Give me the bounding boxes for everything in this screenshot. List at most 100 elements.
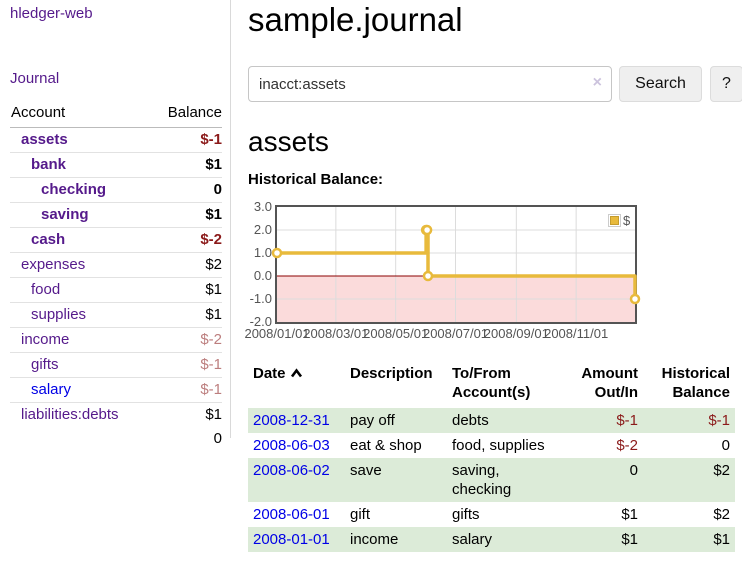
sidebar-item-journal[interactable]: Journal	[10, 70, 60, 87]
account-link-assets[interactable]: assets	[21, 131, 68, 148]
column-header-description: Description	[350, 365, 433, 382]
account-balance: $-2	[200, 231, 222, 248]
account-link-bank[interactable]: bank	[31, 156, 67, 173]
account-balance: $1	[205, 281, 222, 298]
search-form: × Search ?	[248, 66, 742, 102]
y-axis-label: 3.0	[253, 199, 272, 214]
account-row: cash $-2	[10, 227, 222, 253]
x-axis-label: 2008/07/01	[422, 326, 489, 341]
account-balance: $-2	[200, 331, 222, 348]
account-link-salary[interactable]: salary	[31, 381, 72, 398]
account-balance: $1	[205, 306, 222, 323]
accounts-cell: salary	[452, 531, 493, 548]
app-title-link[interactable]: hledger-web	[10, 5, 93, 22]
chart-title-label: Historical Balance:	[248, 171, 384, 188]
balance-cell: $2	[713, 462, 730, 479]
account-row: liabilities:debts $1	[10, 402, 222, 428]
account-link-food[interactable]: food	[31, 281, 61, 298]
description-cell: income	[350, 531, 399, 548]
account-row: supplies $1	[10, 302, 222, 328]
column-header-balance: Historical Balance	[661, 365, 730, 401]
y-axis-label: -1.0	[249, 291, 272, 306]
balance-cell: $-1	[708, 412, 730, 429]
account-balance: $-1	[200, 381, 222, 398]
total-balance: 0	[213, 430, 222, 447]
y-axis-label: 1.0	[253, 245, 272, 260]
account-row: expenses $2	[10, 252, 222, 278]
accounts-table: Account Balance assets $-1 bank $1 checking 0…	[10, 100, 222, 452]
date-link[interactable]: 2008-12-31	[253, 412, 330, 429]
table-row: 2008-06-03 eat & shop food, supplies $-2 0	[248, 433, 735, 458]
account-heading: assets	[248, 126, 329, 157]
balance-cell: $2	[713, 506, 730, 523]
main-content: sample.journal × Search ? assets Histori…	[244, 0, 742, 582]
help-button[interactable]: ?	[710, 66, 742, 102]
date-link[interactable]: 2008-06-01	[253, 506, 330, 523]
y-axis-label: 0.0	[253, 268, 272, 283]
search-button[interactable]: Search	[619, 66, 702, 102]
account-balance: $1	[205, 206, 222, 223]
account-row: assets $-1	[10, 128, 222, 153]
date-link[interactable]: 2008-06-02	[253, 462, 330, 479]
y-axis-label: 2.0	[253, 222, 272, 237]
column-header-amount: Amount Out/In	[581, 365, 638, 401]
account-row: salary $-1	[10, 377, 222, 403]
x-axis-label: 2008/11/01	[544, 326, 609, 341]
register-header-row: Date Description To/From Account(s) Amou…	[248, 362, 735, 408]
register-table: Date Description To/From Account(s) Amou…	[248, 362, 735, 552]
account-balance: $1	[205, 156, 222, 173]
clear-search-icon[interactable]: ×	[592, 74, 602, 91]
date-link[interactable]: 2008-01-01	[253, 531, 330, 548]
balance-chart	[271, 205, 641, 324]
account-link-income[interactable]: income	[21, 331, 70, 348]
accounts-cell: gifts	[452, 506, 480, 523]
account-row: saving $1	[10, 202, 222, 228]
column-header-date[interactable]: Date	[248, 362, 345, 408]
description-cell: eat & shop	[350, 437, 422, 454]
account-balance: $2	[205, 256, 222, 273]
accounts-table-header: Account Balance	[10, 100, 222, 128]
account-row: bank $1	[10, 152, 222, 178]
sidebar: hledger-web Journal Account Balance asse…	[0, 0, 231, 447]
sort-ascending-icon	[290, 364, 303, 383]
chart-legend: $	[606, 212, 633, 229]
description-cell: pay off	[350, 412, 395, 429]
account-balance: $-1	[200, 356, 222, 373]
amount-cell: 0	[629, 462, 638, 479]
account-link-expenses[interactable]: expenses	[21, 256, 86, 273]
search-input[interactable]	[248, 66, 612, 102]
x-axis-label: 2008/09/01	[483, 326, 549, 341]
account-row: food $1	[10, 277, 222, 303]
amount-cell: $-1	[616, 412, 638, 429]
total-row: 0	[10, 427, 222, 452]
account-balance: 0	[213, 181, 222, 198]
account-link-supplies[interactable]: supplies	[31, 306, 87, 323]
x-axis-label: 2008/05/01	[363, 326, 429, 341]
table-row: 2008-06-02 save saving, checking 0 $2	[248, 458, 735, 502]
account-link-liabilities-debts[interactable]: liabilities:debts	[21, 406, 119, 423]
amount-cell: $1	[621, 531, 638, 548]
account-balance: $-1	[200, 131, 222, 148]
account-link-saving[interactable]: saving	[41, 206, 89, 223]
account-row: income $-2	[10, 327, 222, 353]
legend-swatch	[608, 214, 621, 227]
amount-cell: $-2	[616, 437, 638, 454]
column-header-balance: Balance	[167, 104, 222, 121]
account-link-cash[interactable]: cash	[31, 231, 66, 248]
accounts-cell: saving, checking	[452, 462, 512, 498]
accounts-cell: debts	[452, 412, 489, 429]
x-axis-label: 2008/01/01	[244, 326, 310, 341]
date-link[interactable]: 2008-06-03	[253, 437, 330, 454]
table-row: 2008-12-31 pay off debts $-1 $-1	[248, 408, 735, 433]
account-link-checking[interactable]: checking	[41, 181, 107, 198]
column-header-accounts: To/From Account(s)	[452, 365, 531, 401]
account-link-gifts[interactable]: gifts	[31, 356, 59, 373]
balance-chart-svg	[271, 207, 641, 322]
table-row: 2008-01-01 income salary $1 $1	[248, 527, 735, 552]
account-balance: $1	[205, 406, 222, 423]
balance-cell: 0	[721, 437, 730, 454]
account-row: gifts $-1	[10, 352, 222, 378]
table-row: 2008-06-01 gift gifts $1 $2	[248, 502, 735, 527]
account-row: checking 0	[10, 177, 222, 203]
x-axis-label: 2008/03/01	[303, 326, 369, 341]
